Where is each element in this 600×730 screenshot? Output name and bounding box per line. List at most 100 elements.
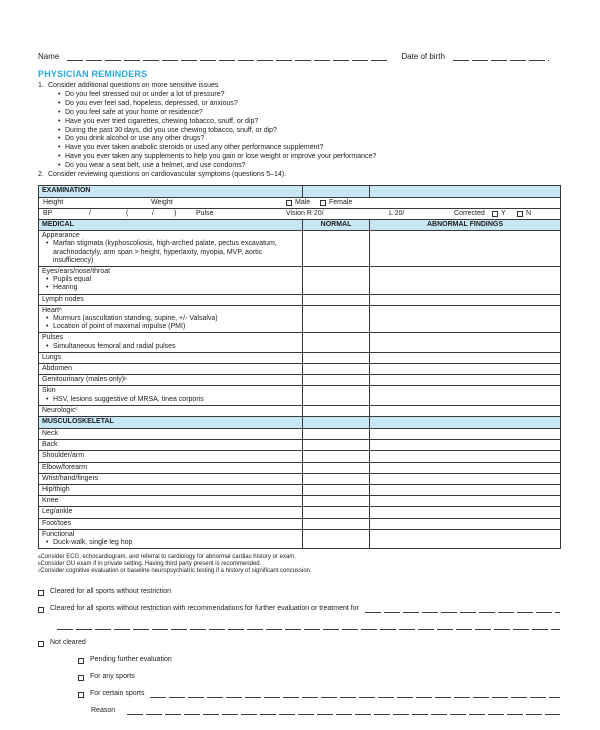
female-option: Female — [320, 199, 352, 207]
pulse-label: Pulse — [196, 209, 214, 217]
examination-table: EXAMINATION Height Weight Male Female BP… — [38, 184, 561, 550]
abnormal-findings-cell[interactable] — [369, 484, 561, 497]
table-row: Genitourinary (males only)b — [38, 374, 561, 387]
abnormal-findings-cell[interactable] — [369, 439, 561, 452]
treatment-input-line-2[interactable] — [57, 624, 560, 631]
section-bar-cell — [302, 184, 370, 198]
normal-cell[interactable] — [302, 230, 370, 267]
normal-cell[interactable] — [302, 265, 370, 295]
abnormal-findings-cell[interactable] — [369, 495, 561, 508]
corrected-yes-option: Y — [492, 210, 506, 218]
normal-cell[interactable] — [302, 304, 370, 334]
normal-cell[interactable] — [302, 484, 370, 497]
certain-sports-input-line[interactable] — [150, 692, 560, 699]
abnormal-findings-cell[interactable] — [369, 293, 561, 306]
abnormal-findings-cell[interactable] — [369, 385, 561, 406]
female-checkbox[interactable] — [320, 200, 326, 207]
abnormal-findings-cell[interactable] — [369, 351, 561, 365]
reminder-questions: Do you feel stressed out or under a lot … — [56, 91, 560, 171]
abnormal-findings-cell[interactable] — [369, 461, 561, 474]
normal-cell[interactable] — [302, 506, 370, 519]
cleared-all-checkbox[interactable] — [38, 589, 44, 596]
normal-cell[interactable] — [302, 332, 370, 353]
treatment-input-line[interactable] — [364, 607, 560, 614]
abnormal-findings-cell[interactable] — [369, 517, 561, 530]
exam-item-label-cell: Elbow/forearm — [38, 461, 303, 474]
abnormal-findings-cell[interactable] — [369, 404, 561, 418]
physician-reminders-title: PHYSICIAN REMINDERS — [38, 69, 148, 79]
corrected-yes-checkbox[interactable] — [492, 211, 498, 218]
name-label: Name — [38, 52, 60, 61]
vitals-row: BP / ( / ) Pulse Vision R 20/ L 20/ Corr… — [38, 207, 561, 220]
normal-cell[interactable] — [302, 428, 370, 441]
cleared-with-recs-checkbox[interactable] — [38, 606, 44, 613]
abnormal-findings-cell[interactable] — [369, 374, 561, 387]
exam-item-label: Neck — [42, 430, 58, 438]
abnormal-findings-cell[interactable] — [369, 506, 561, 519]
abnormal-findings-cell[interactable] — [369, 363, 561, 376]
form-page: Name Date of birth PHYSICIAN REMINDERS 1… — [38, 0, 561, 716]
normal-cell[interactable] — [302, 517, 370, 530]
exam-item-label: Skin — [42, 387, 56, 395]
exam-item-label: Lungs — [42, 353, 62, 361]
table-row: Pulses Simultaneous femoral and radial p… — [38, 332, 561, 353]
abnormal-findings-cell[interactable] — [369, 472, 561, 486]
normal-cell[interactable] — [302, 439, 370, 452]
footnote-marker: b — [124, 375, 127, 381]
normal-cell[interactable] — [302, 374, 370, 387]
normal-cell[interactable] — [302, 528, 370, 550]
normal-cell[interactable] — [302, 404, 370, 418]
cleared-with-recs-label: Cleared for all sports without restricti… — [50, 605, 359, 613]
abnormal-findings-cell[interactable] — [369, 332, 561, 353]
exam-item-label-cell: Functional Duck-walk, single leg hop — [38, 528, 303, 550]
not-cleared-label: Not cleared — [50, 639, 86, 647]
corrected-no-option: N — [517, 210, 531, 218]
exam-item-bullet: Simultaneous femoral and radial pulses — [42, 343, 299, 351]
pending-evaluation-checkbox[interactable] — [78, 657, 84, 664]
table-row: Elbow/forearm — [38, 461, 561, 474]
reminder-item-text: Consider reviewing questions on cardiova… — [48, 171, 287, 179]
reminder-question: Do you wear a seat belt, use a helmet, a… — [56, 162, 560, 171]
table-row: Shoulder/arm — [38, 450, 561, 463]
footnotes: aConsider ECG, echocardiogram, and refer… — [38, 554, 560, 575]
not-cleared-checkbox[interactable] — [38, 640, 44, 647]
reason-input-line[interactable] — [127, 709, 560, 716]
male-checkbox[interactable] — [286, 200, 292, 207]
certain-sports-checkbox[interactable] — [78, 691, 84, 698]
exam-item-label: Foot/toes — [42, 519, 72, 527]
dob-label: Date of birth — [401, 52, 445, 61]
table-row: Skin HSV, lesions suggestive of MRSA, ti… — [38, 385, 561, 406]
any-sports-label: For any sports — [90, 673, 135, 681]
table-row: Lungs — [38, 351, 561, 365]
reminder-question: Do you drink alcohol or use any other dr… — [56, 135, 560, 144]
corrected-no-checkbox[interactable] — [517, 211, 523, 218]
normal-cell[interactable] — [302, 495, 370, 508]
footnote-b: bConsider GU exam if in private setting.… — [38, 560, 262, 568]
exam-item-label-cell: Neurologicc — [38, 404, 303, 418]
any-sports-checkbox[interactable] — [78, 674, 84, 681]
reason-label: Reason — [91, 707, 116, 715]
normal-cell[interactable] — [302, 351, 370, 365]
abnormal-findings-cell[interactable] — [369, 450, 561, 463]
normal-cell[interactable] — [302, 472, 370, 486]
normal-cell[interactable] — [302, 450, 370, 463]
corrected-label: Corrected — [454, 209, 485, 217]
abnormal-findings-cell[interactable] — [369, 265, 561, 295]
name-input-line[interactable] — [67, 55, 390, 61]
bp-label: BP — [43, 209, 53, 217]
exam-item-label: Wrist/hand/fingers — [42, 474, 99, 482]
abnormal-findings-cell[interactable] — [369, 528, 561, 550]
abnormal-findings-cell[interactable] — [369, 230, 561, 267]
exam-item-bullet: Marfan stigmata (kyphoscoliosis, high-ar… — [42, 240, 299, 265]
musculoskeletal-section-header: MUSCULOSKELETAL — [38, 416, 561, 430]
normal-cell[interactable] — [302, 293, 370, 306]
abnormal-findings-cell[interactable] — [369, 304, 561, 334]
abnormal-findings-cell[interactable] — [369, 428, 561, 441]
exam-item-bullet: Pupils equal — [42, 276, 299, 284]
normal-cell[interactable] — [302, 461, 370, 474]
normal-cell[interactable] — [302, 385, 370, 406]
corrected-yes-label: Y — [501, 209, 506, 217]
dob-input-line[interactable] — [452, 55, 549, 61]
normal-cell[interactable] — [302, 363, 370, 376]
exam-item-label-cell: Eyes/ears/nose/throat Pupils equal Heari… — [38, 265, 303, 295]
